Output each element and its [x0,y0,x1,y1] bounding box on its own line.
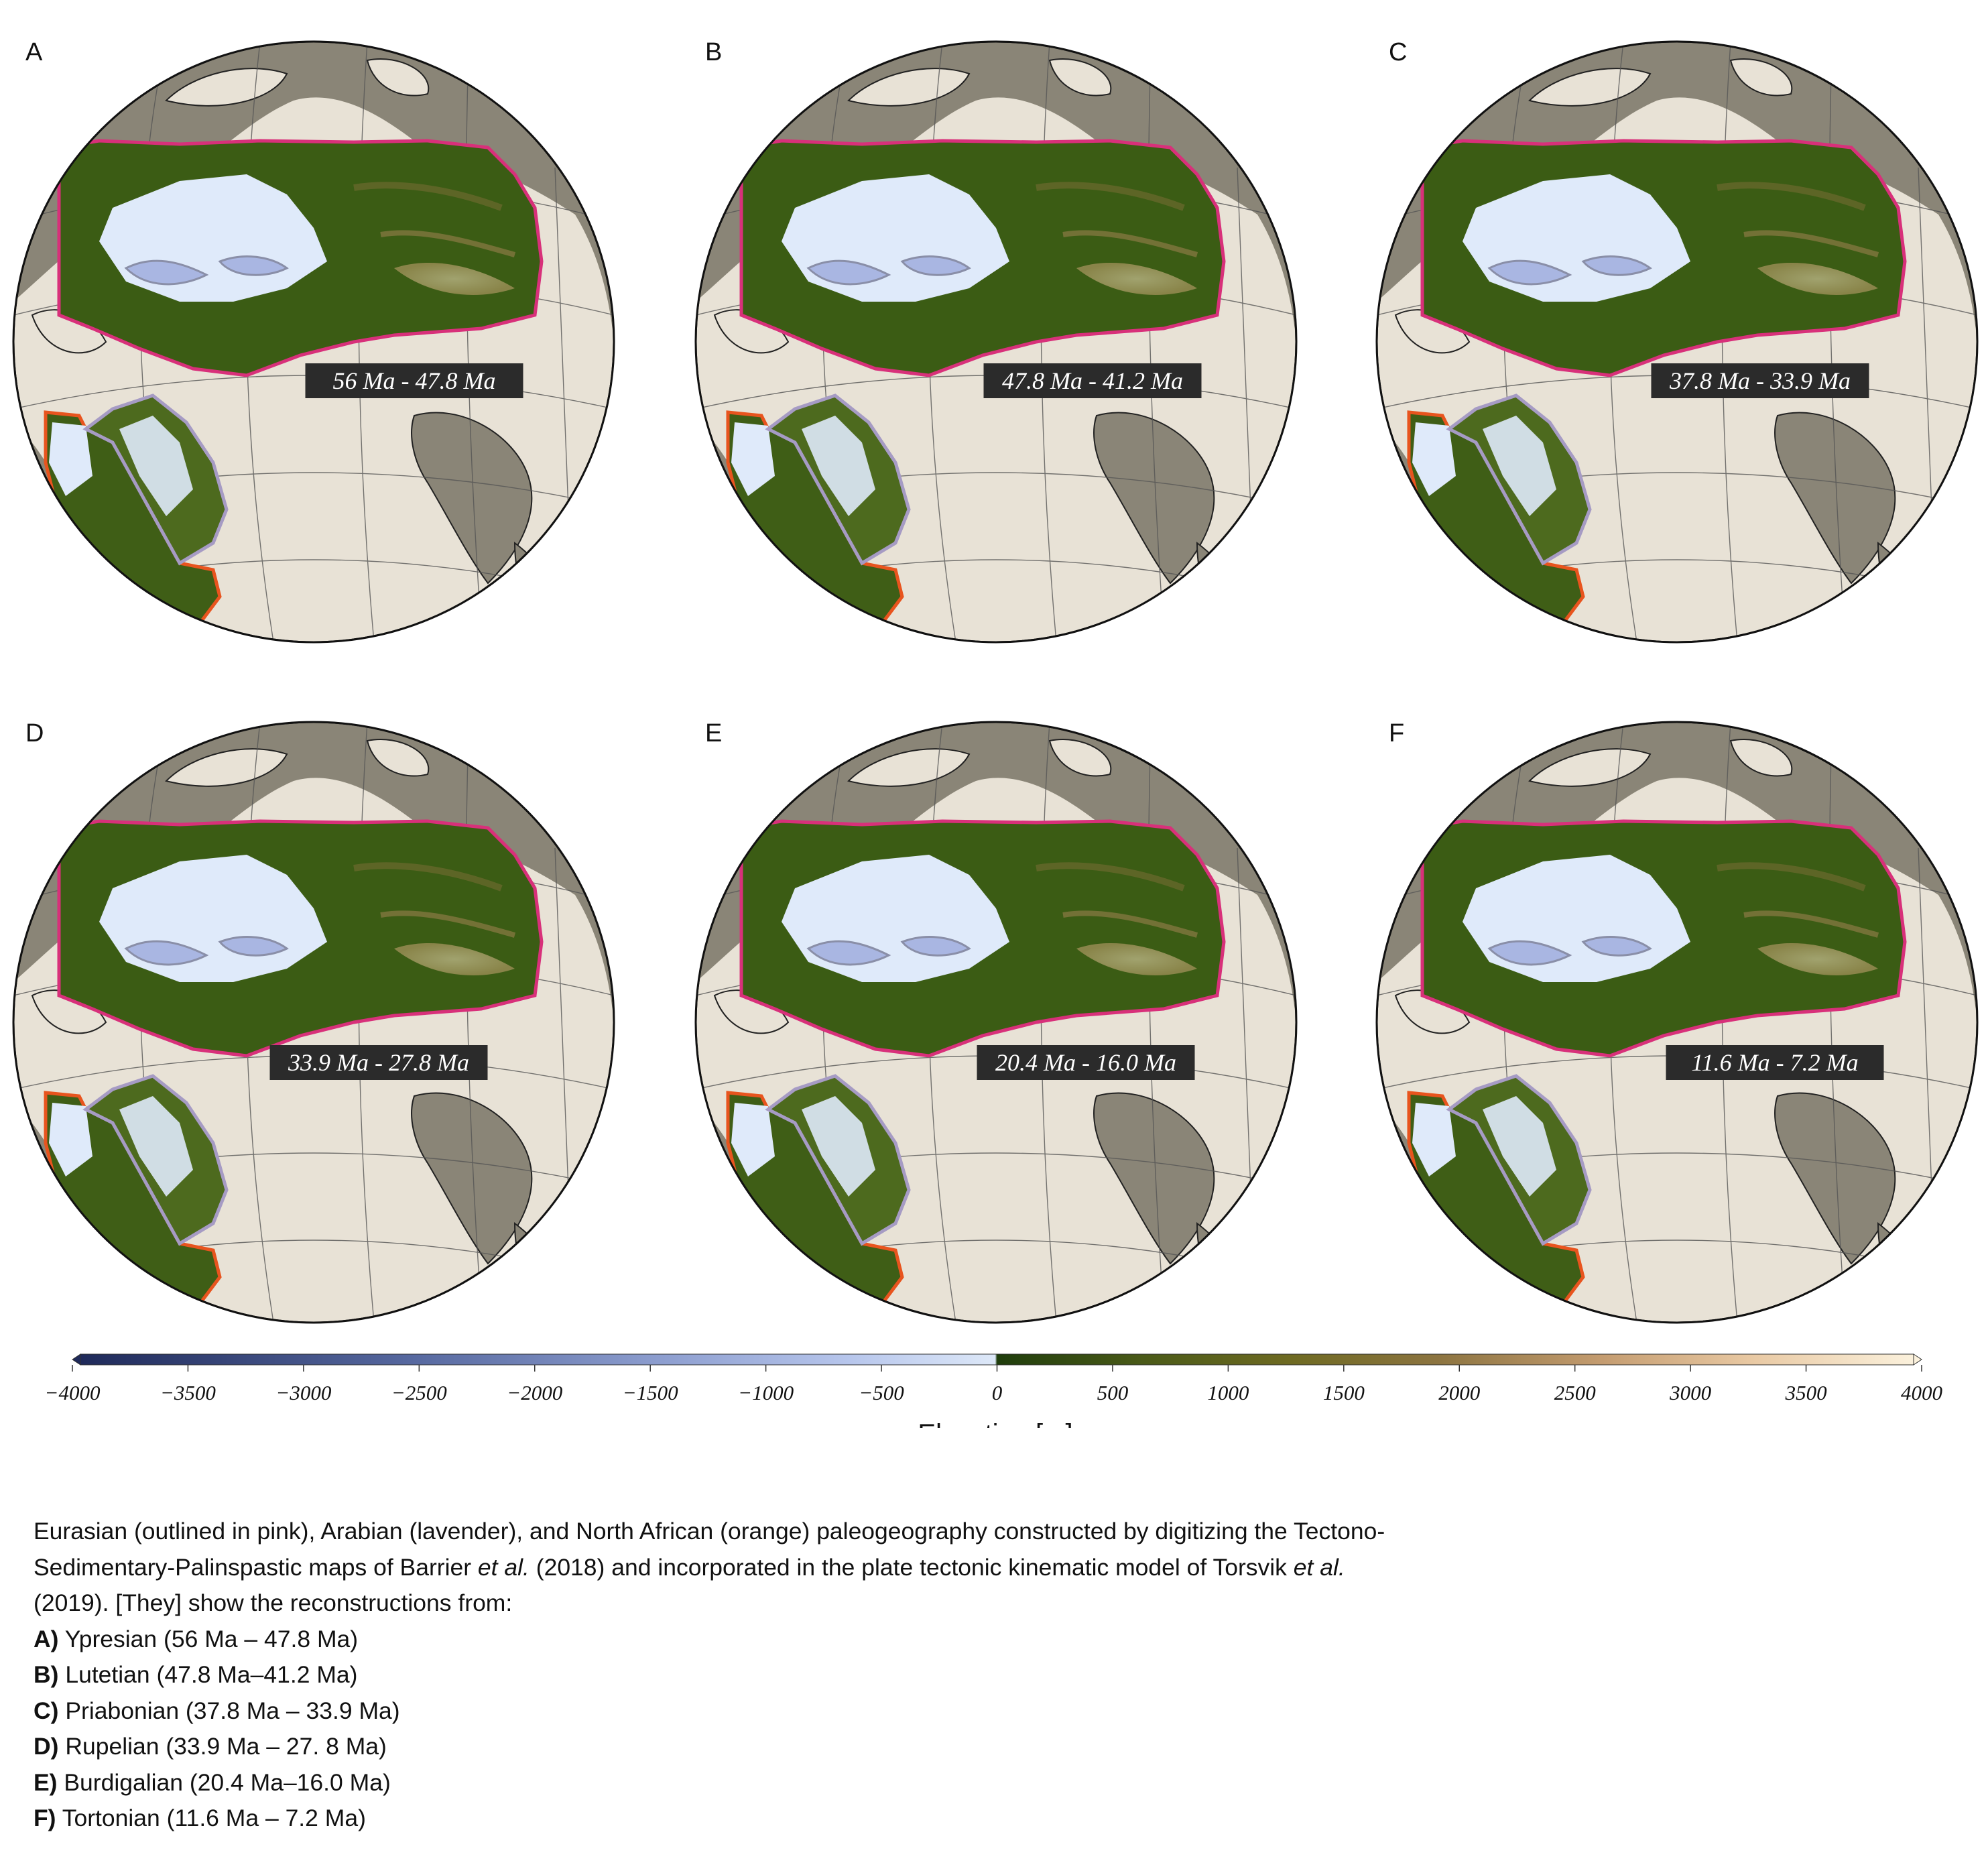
age-label-box [1651,363,1869,398]
map-panel-b: B 47.8 Ma - 41.2 Ma [694,38,1298,644]
globe-map [1377,42,1977,642]
caption-intro-1: Eurasian (outlined in pink), Arabian (la… [34,1518,1385,1545]
panel-letter: C [1389,38,1407,66]
caption-item: F) Tortonian (11.6 Ma – 7.2 Ma) [34,1801,1709,1837]
age-label: 11.6 Ma - 7.2 Ma [1691,1049,1858,1076]
map-panel-d: D 33.9 Ma - 27.8 Ma [12,719,615,1324]
panel-letter: E [705,719,722,747]
age-label: 33.9 Ma - 27.8 Ma [288,1049,469,1076]
panel-letter: B [705,38,722,66]
globe-map [13,722,614,1323]
age-label-box [305,363,523,398]
colorbar-tick-label: −3500 [160,1381,216,1404]
colorbar-tick-label: 1000 [1207,1381,1249,1404]
caption-line-3: (2019). [They] show the reconstructions … [34,1585,1709,1622]
caption-line-2: Sedimentary-Palinspastic maps of Barrier… [34,1550,1709,1586]
map-panel-e: E 20.4 Ma - 16.0 Ma [694,719,1298,1324]
caption-item: D) Rupelian (33.9 Ma – 27. 8 Ma) [34,1729,1709,1765]
globe-map [696,42,1296,642]
colorbar-max-arrow [1913,1353,1922,1366]
globe-border [1375,721,1979,1324]
panel-letter: F [1389,719,1404,747]
colorbar-tick-label: 1500 [1323,1381,1365,1404]
colorbar-tick-label: −4000 [45,1381,101,1404]
age-label-box [977,1045,1195,1080]
colorbar-min-arrow [72,1353,81,1366]
age-label-box [983,363,1202,398]
colorbar-tick-label: −1000 [738,1381,794,1404]
caption-item-text: Rupelian (33.9 Ma – 27. 8 Ma) [58,1733,387,1760]
figure-caption: Eurasian (outlined in pink), Arabian (la… [34,1514,1709,1837]
globe-border [12,721,615,1324]
colorbar-tick-label: 0 [992,1381,1003,1404]
globe-map [696,722,1296,1323]
colorbar-tick-label: 3000 [1669,1381,1712,1404]
caption-item-text: Ypresian (56 Ma – 47.8 Ma) [58,1625,359,1652]
caption-intro-3: (2019). [They] show the reconstructions … [34,1589,513,1616]
caption-line-1: Eurasian (outlined in pink), Arabian (la… [34,1514,1709,1550]
caption-etal-1: et al. [477,1553,530,1581]
map-figure: A 56 Ma - 47.8 Ma B 47.8 Ma - 41.2 Ma C 37.8 … [12,38,1979,1428]
globe-map [13,42,614,642]
panel-letter: A [25,38,43,66]
caption-item-key: E) [34,1768,58,1796]
caption-item-key: D) [34,1733,59,1760]
caption-intro-2a: Sedimentary-Palinspastic maps of Barrier [34,1553,478,1581]
colorbar-tick-label: 3500 [1785,1381,1828,1404]
caption-item: A) Ypresian (56 Ma – 47.8 Ma) [34,1622,1709,1658]
colorbar-tick-label: −500 [859,1381,904,1404]
caption-item-text: Tortonian (11.6 Ma – 7.2 Ma) [56,1805,366,1831]
map-panel-a: A 56 Ma - 47.8 Ma [12,38,615,644]
age-label: 20.4 Ma - 16.0 Ma [995,1049,1176,1076]
age-label: 47.8 Ma - 41.2 Ma [1002,367,1183,394]
caption-intro-2b: (2018) and incorporated in the plate tec… [529,1553,1294,1581]
colorbar-bar [80,1353,1914,1366]
caption-item-text: Priabonian (37.8 Ma – 33.9 Ma) [58,1697,400,1724]
caption-item: E) Burdigalian (20.4 Ma–16.0 Ma) [34,1765,1709,1801]
caption-item-key: F) [34,1805,56,1831]
map-panel-c: C 37.8 Ma - 33.9 Ma [1375,38,1979,644]
caption-item-key: A) [34,1625,59,1652]
globe-border [694,721,1298,1324]
colorbar-tick-label: 2500 [1554,1381,1597,1404]
caption-etal-2: et al. [1293,1553,1345,1581]
globe-map [1377,722,1977,1323]
colorbar-tick-label: −1500 [623,1381,678,1404]
panels-layer: A 56 Ma - 47.8 Ma B 47.8 Ma - 41.2 Ma C 37.8 … [12,38,1979,1324]
globe-border [12,40,615,644]
age-label: 37.8 Ma - 33.9 Ma [1669,367,1851,394]
colorbar-ticks: −4000 −3500 −3000 −2500 −2000 −1500 −1000 −500 0… [45,1365,1943,1404]
colorbar-tick-label: −3000 [275,1381,331,1404]
caption-item: B) Lutetian (47.8 Ma–41.2 Ma) [34,1657,1709,1693]
caption-item-text: Lutetian (47.8 Ma–41.2 Ma) [58,1661,358,1688]
globe-border [1375,40,1979,644]
caption-item-text: Burdigalian (20.4 Ma–16.0 Ma) [57,1768,391,1796]
age-label-box [269,1045,488,1080]
caption-item: C) Priabonian (37.8 Ma – 33.9 Ma) [34,1693,1709,1730]
age-label-box [1666,1045,1884,1080]
panel-letter: D [25,719,44,747]
colorbar-tick-label: −2000 [507,1381,562,1404]
colorbar-label: Elevation [m] [918,1419,1072,1428]
age-label: 56 Ma - 47.8 Ma [333,367,496,394]
elevation-colorbar: −4000 −3500 −3000 −2500 −2000 −1500 −1000 −500 0… [45,1353,1943,1428]
map-panel-f: F 11.6 Ma - 7.2 Ma [1375,719,1979,1324]
caption-item-key: B) [34,1661,59,1688]
colorbar-tick-label: 2000 [1438,1381,1481,1404]
colorbar-tick-label: 500 [1097,1381,1129,1404]
caption-item-key: C) [34,1697,59,1724]
colorbar-tick-label: 4000 [1901,1381,1943,1404]
colorbar-tick-label: −2500 [391,1381,447,1404]
globe-border [694,40,1298,644]
